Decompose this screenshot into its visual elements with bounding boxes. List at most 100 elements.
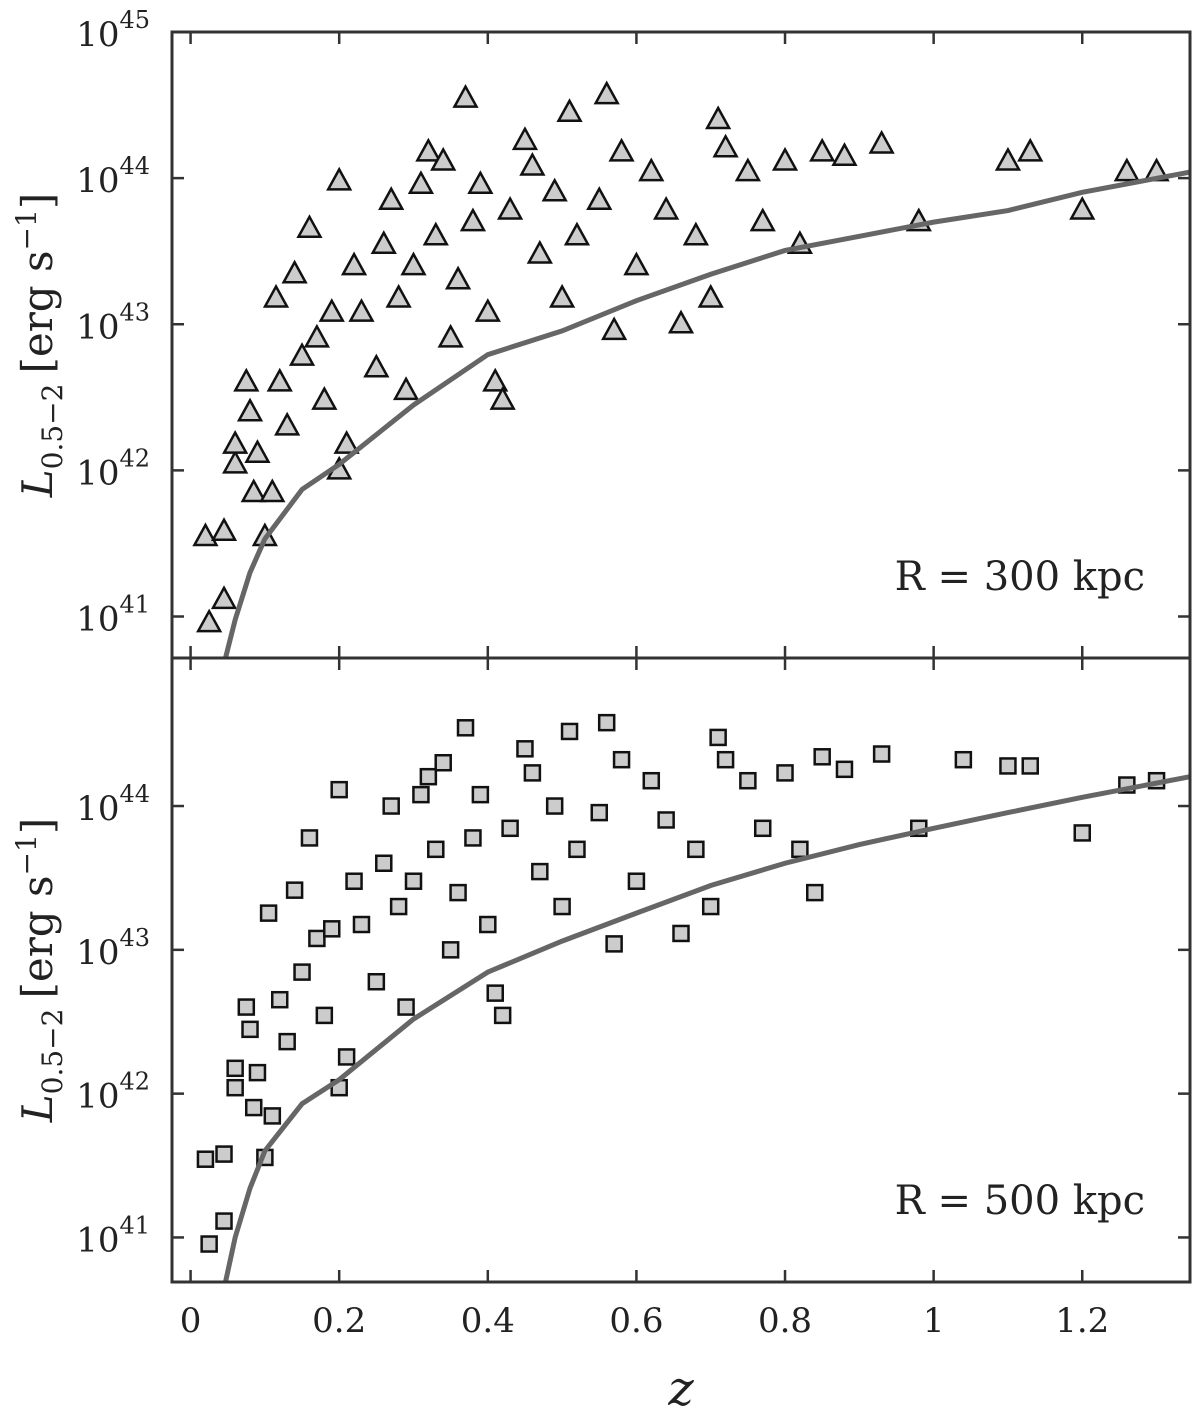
triangle-point xyxy=(452,84,479,108)
y-tick-exponent: 43 xyxy=(119,924,150,952)
triangle-point xyxy=(623,251,650,276)
square-point xyxy=(999,757,1017,775)
y-tick-base: 10 xyxy=(76,600,119,640)
square-point xyxy=(263,1107,282,1125)
triangle-point xyxy=(233,367,260,392)
triangle-point xyxy=(296,214,323,239)
square-point xyxy=(226,1078,244,1097)
y-tick-base: 10 xyxy=(76,933,119,973)
y-tick-label: 1045 xyxy=(76,6,150,55)
triangle-point xyxy=(682,221,709,246)
limit-curve xyxy=(223,169,1190,658)
triangle-point xyxy=(831,142,858,167)
y-tick-label: 1043 xyxy=(76,298,150,347)
y-tick-label: 1042 xyxy=(76,1068,150,1117)
triangle-point xyxy=(340,251,368,276)
square-point xyxy=(226,1059,244,1078)
square-point xyxy=(367,972,386,991)
triangle-point xyxy=(556,98,583,123)
square-point xyxy=(397,998,415,1016)
square-point xyxy=(590,803,609,822)
square-point xyxy=(739,771,757,790)
square-point xyxy=(345,872,363,890)
triangle-point xyxy=(697,283,724,308)
triangle-point xyxy=(467,170,494,195)
triangle-point xyxy=(407,170,435,195)
square-point xyxy=(627,872,646,890)
y-label-symbol: L xyxy=(13,1094,62,1123)
square-point xyxy=(449,883,467,902)
limit-curve xyxy=(223,774,1190,1282)
triangle-point xyxy=(422,221,449,246)
square-point xyxy=(244,1098,263,1117)
square-point xyxy=(215,1212,233,1230)
triangle-point xyxy=(244,439,271,463)
triangle-point xyxy=(526,239,553,264)
x-tick-label: 0.2 xyxy=(312,1301,366,1341)
triangle-point xyxy=(378,186,405,211)
square-point xyxy=(427,840,445,859)
square-point xyxy=(657,811,675,829)
triangle-point xyxy=(370,230,397,254)
triangle-point xyxy=(496,195,524,220)
y-label-subscript: 0.5−2 xyxy=(36,384,69,470)
y-label-unit: [erg s xyxy=(13,875,62,998)
y-tick-base: 10 xyxy=(76,161,119,201)
x-tick-label: 0 xyxy=(180,1301,202,1341)
square-point xyxy=(545,797,564,815)
triangle-point xyxy=(771,146,799,171)
square-point xyxy=(323,920,341,938)
y-tick-base: 10 xyxy=(76,1077,119,1117)
triangle-point xyxy=(210,517,238,542)
triangle-point xyxy=(809,137,836,162)
triangle-point xyxy=(482,367,509,392)
triangle-point xyxy=(262,283,290,308)
triangle-point xyxy=(444,265,472,290)
y-tick-exponent: 45 xyxy=(119,6,150,34)
y-label-subscript: 0.5−2 xyxy=(36,1009,69,1095)
square-point xyxy=(791,840,809,859)
y-label-exponent: −1 xyxy=(10,834,43,875)
y-tick-label: 1044 xyxy=(76,780,150,829)
y-axis-label: L0.5−2 [erg s−1] xyxy=(10,818,69,1123)
square-point xyxy=(237,998,256,1016)
frame xyxy=(170,656,1192,1284)
triangle-point xyxy=(259,478,286,503)
triangle-point xyxy=(734,157,761,182)
triangle-point xyxy=(430,146,457,171)
triangle-point xyxy=(333,430,360,454)
triangle-point xyxy=(363,353,390,378)
y-tick-base: 10 xyxy=(76,307,119,347)
square-point xyxy=(597,713,616,732)
square-point xyxy=(486,984,504,1002)
square-point xyxy=(806,883,824,902)
y-axis-label: L0.5−2 [erg s−1] xyxy=(10,193,69,498)
y-label-close: ] xyxy=(13,193,62,209)
square-point xyxy=(872,745,891,763)
x-tick-label: 0.8 xyxy=(758,1301,812,1341)
square-point xyxy=(330,780,348,799)
square-point xyxy=(464,829,482,847)
triangle-point xyxy=(1069,195,1096,220)
square-point xyxy=(412,785,430,804)
square-point xyxy=(501,819,519,838)
triangle-point xyxy=(868,129,895,154)
square-point xyxy=(441,941,460,959)
square-point xyxy=(479,915,497,934)
y-tick-exponent: 44 xyxy=(119,152,150,180)
triangle-point xyxy=(712,133,739,158)
triangle-point xyxy=(326,166,353,191)
y-tick-base: 10 xyxy=(76,453,119,493)
y-label-unit: [erg s xyxy=(13,250,62,373)
square-point xyxy=(709,728,727,747)
y-tick-label: 1043 xyxy=(76,924,150,973)
y-tick-exponent: 44 xyxy=(119,780,150,808)
square-point xyxy=(456,719,475,737)
triangle-point xyxy=(240,478,267,503)
square-point xyxy=(419,767,438,786)
square-point xyxy=(612,750,631,769)
y-tick-label: 1042 xyxy=(76,444,150,493)
square-point xyxy=(605,935,623,953)
triangle-point xyxy=(548,283,576,308)
